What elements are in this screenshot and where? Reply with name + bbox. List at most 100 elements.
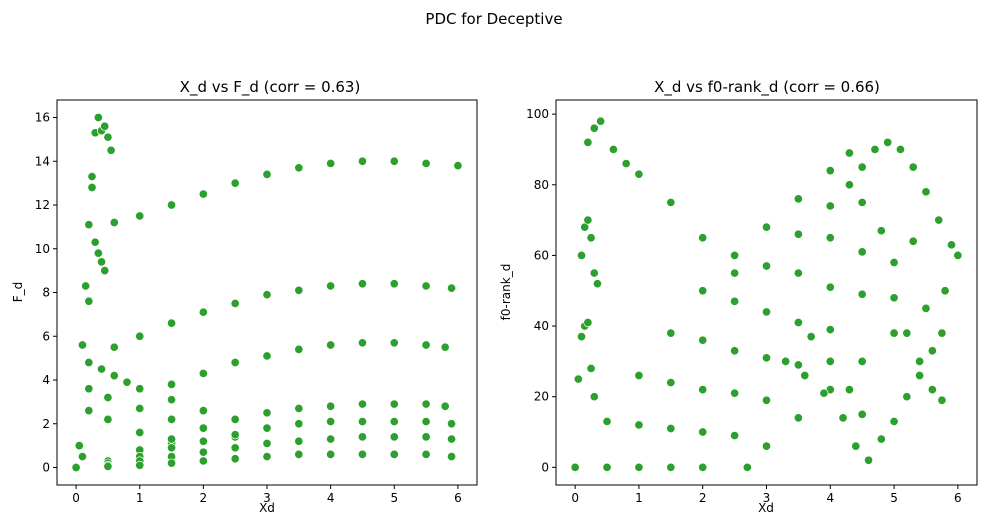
point-s6-0	[666, 462, 676, 472]
point-s8-4	[198, 423, 208, 433]
point-s9-8	[326, 417, 336, 427]
point-s0-7	[698, 233, 708, 243]
point-s6-0	[84, 384, 94, 394]
point-s5-3	[730, 346, 740, 356]
subplot-left-title: X_d vs F_d (corr = 0.63)	[180, 78, 361, 97]
point-s3-4	[698, 286, 708, 296]
point-s9-8	[953, 250, 963, 260]
subplot-right-xticks: 0 1 2 3 4 5 6	[571, 485, 962, 505]
point-s1-1	[135, 331, 145, 341]
point-s10-6	[262, 438, 272, 448]
point-s8-7	[294, 403, 304, 413]
point-s1-0	[576, 250, 587, 260]
xtick-label: 6	[954, 491, 962, 505]
point-s1-3	[198, 307, 208, 317]
point-s5-5	[167, 395, 177, 405]
point-s7-3	[793, 360, 803, 370]
point-s6-4	[793, 317, 803, 328]
ytick-label: 14	[35, 154, 50, 168]
point-s10-11	[937, 328, 947, 338]
point-s3-1	[77, 340, 87, 350]
point-s3-8	[825, 166, 835, 176]
point-s11-3	[167, 458, 177, 468]
point-s3-7	[793, 194, 803, 204]
point-s0-5	[262, 169, 272, 179]
point-s10-1	[800, 370, 810, 381]
point-s10-12	[446, 434, 457, 444]
subplot-left-points	[71, 112, 463, 473]
point-s0-1	[135, 211, 145, 221]
point-s9-9	[357, 417, 367, 427]
point-s0-3	[198, 189, 208, 199]
point-s2-4	[586, 363, 596, 373]
point-s9-4	[908, 162, 918, 172]
point-s5-7	[857, 197, 867, 207]
point-s2-5	[589, 392, 599, 402]
point-s11-1	[825, 356, 835, 366]
ytick-label: 4	[42, 373, 50, 387]
point-s1-7	[326, 281, 336, 291]
point-s12-3	[927, 385, 937, 395]
point-s5-0	[84, 357, 94, 368]
point-s9-10	[389, 417, 399, 427]
point-s2-9	[440, 342, 450, 352]
xtick-label: 4	[826, 491, 834, 505]
point-s0-3	[608, 144, 618, 154]
xtick-label: 3	[263, 491, 271, 505]
point-s9-7	[294, 419, 304, 429]
point-s8-4	[857, 356, 867, 366]
point-s1-5	[592, 279, 603, 289]
point-s6-3	[167, 414, 177, 424]
point-s5-1	[666, 423, 676, 434]
point-s3-8	[100, 121, 110, 131]
xtick-label: 2	[699, 491, 707, 505]
ytick-label: 60	[534, 248, 549, 262]
ytick-label: 20	[534, 390, 549, 404]
point-s11-8	[326, 449, 336, 459]
point-s1-4	[230, 298, 240, 308]
point-s2-8	[421, 340, 431, 350]
point-s4-6	[100, 266, 110, 276]
point-s4-2	[87, 182, 97, 193]
point-s0-8	[730, 268, 740, 278]
point-s0-10	[421, 158, 431, 168]
point-s9-0	[857, 162, 867, 172]
xtick-label: 2	[200, 491, 208, 505]
point-s7-7	[908, 236, 918, 246]
point-s11-9	[357, 449, 367, 459]
point-s7-1	[103, 414, 113, 424]
ytick-label: 16	[35, 111, 50, 125]
point-s11-12	[446, 452, 457, 462]
point-s7-1	[730, 430, 740, 441]
point-s9-12	[446, 419, 457, 429]
point-s8-3	[167, 434, 177, 444]
point-s4-1	[634, 420, 644, 430]
point-s8-7	[940, 286, 950, 296]
point-s4-7	[825, 201, 835, 211]
subplot-right: X_d vs f0-rank_d (corr = 0.66) 0 1 2 3 4 5 6 0…	[499, 78, 978, 515]
point-s5-2	[109, 371, 119, 381]
point-s10-6	[876, 434, 886, 444]
point-s4-1	[84, 296, 94, 306]
point-s0-2	[596, 116, 606, 126]
point-s11-0	[71, 462, 81, 473]
point-s5-0	[634, 462, 644, 472]
xtick-label: 3	[763, 491, 771, 505]
point-s1-10	[421, 281, 431, 291]
point-s3-1	[602, 416, 612, 426]
subplot-left-xlabel: Xd	[259, 501, 275, 515]
point-s8-9	[357, 399, 367, 409]
point-s9-3	[167, 443, 177, 453]
point-s8-1	[761, 441, 772, 451]
point-s0-8	[357, 156, 367, 166]
point-s0-6	[666, 197, 676, 207]
point-s11-11	[421, 449, 431, 459]
point-s11-0	[806, 332, 816, 342]
point-s11-10	[389, 449, 399, 459]
ytick-label: 12	[35, 198, 50, 212]
point-s2-0	[573, 374, 583, 384]
point-s4-6	[793, 229, 803, 239]
point-s8-11	[421, 399, 431, 409]
